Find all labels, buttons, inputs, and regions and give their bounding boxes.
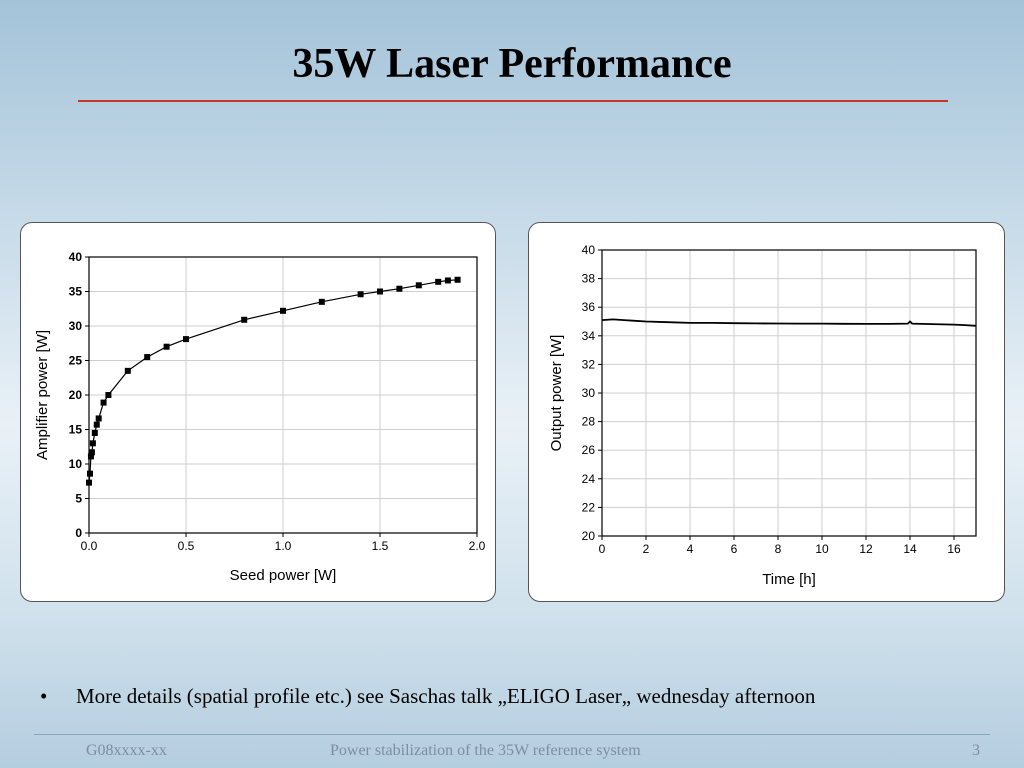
chart1-y-tick-label: 36	[582, 300, 596, 314]
footer-presentation-title: Power stabilization of the 35W reference…	[330, 742, 641, 759]
chart1-y-tick-label: 30	[582, 386, 596, 400]
chart1-x-axis-label: Time [h]	[762, 571, 816, 588]
chart0-series-line	[88, 279, 458, 483]
chart0-data-point	[93, 421, 100, 428]
footer-document-id: G08xxxx-xx	[86, 742, 167, 759]
chart0-data-point	[318, 298, 325, 305]
slide-number: 3	[972, 742, 980, 759]
slide-title: 35W Laser Performance	[292, 41, 732, 87]
chart0-data-point	[183, 336, 189, 343]
chart0-x-tick-label: 0.0	[81, 539, 98, 553]
bullet-dot-icon: •	[40, 684, 48, 708]
chart0-y-tick-label: 30	[69, 319, 83, 333]
title-underline	[78, 100, 948, 102]
output-power-chart: 0 2 4 6 8 10 12 14 162022242628303234363840Time …	[548, 243, 977, 588]
bullet-text: More details (spatial profile etc.) see …	[76, 684, 816, 708]
chart1-y-tick-label: 22	[582, 500, 596, 514]
chart1-x-tick-label: 16	[947, 542, 961, 556]
chart0-data-point	[88, 449, 95, 456]
chart1-x-tick-label: 6	[731, 542, 738, 556]
chart0-x-tick-label: 1.5	[372, 539, 389, 553]
chart0-data-point	[89, 440, 96, 447]
chart0-y-tick-label: 25	[69, 354, 83, 368]
chart1-y-tick-label: 28	[582, 415, 596, 429]
chart1-x-tick-label: 12	[859, 542, 873, 556]
chart1-x-tick-label: 10	[815, 542, 829, 556]
chart0-data-point	[396, 285, 403, 292]
chart1-y-axis-label: Output power [W]	[548, 335, 565, 452]
chart0-y-tick-label: 15	[69, 423, 83, 437]
chart1-y-tick-label: 26	[582, 443, 596, 457]
chart1-x-tick-label: 8	[775, 542, 782, 556]
chart0-data-point	[87, 453, 94, 460]
chart1-y-tick-label: 24	[582, 472, 596, 486]
chart1-x-tick-label: 14	[903, 542, 917, 556]
chart0-y-tick-label: 35	[69, 285, 83, 299]
chart0-data-point	[86, 479, 92, 486]
chart0-x-axis-label: Seed power [W]	[230, 567, 337, 584]
chart1-x-tick-label: 2	[643, 542, 650, 556]
bullet-item: • More details (spatial profile etc.) see…	[40, 684, 815, 709]
chart0-y-tick-label: 5	[75, 492, 82, 506]
chart0-data-point	[95, 415, 102, 422]
chart0-data-point	[377, 288, 383, 295]
chart0-x-tick-label: 0.5	[178, 539, 195, 553]
chart0-data-point	[280, 307, 286, 314]
chart0-data-point	[105, 392, 112, 398]
chart0-y-tick-label: 0	[75, 526, 82, 540]
chart0-y-axis-label: Amplifier power [W]	[34, 330, 51, 460]
chart0-x-tick-label: 2.0	[469, 539, 486, 553]
chart0-data-point	[241, 316, 248, 323]
chart0-data-point	[163, 343, 170, 350]
chart0-data-point	[91, 429, 98, 436]
chart0-y-tick-label: 40	[69, 250, 83, 264]
output-power-chart-panel: 0 2 4 6 8 10 12 14 16 20 22 24 26 28 30 32 34 36 38 40 Time …	[528, 222, 1005, 602]
chart1-y-tick-label: 38	[582, 272, 596, 286]
chart1-series-line	[601, 318, 977, 327]
chart0-data-point	[444, 277, 451, 284]
chart0-x-tick-label: 1.0	[275, 539, 292, 553]
chart0-data-point	[357, 291, 364, 298]
chart1-y-tick-label: 34	[582, 329, 596, 343]
chart0-data-point	[124, 367, 131, 374]
chart0-data-point	[100, 399, 107, 406]
amplifier-power-chart: 0.0 0.5 1.0 1.5 2.0 0 5 10 15 20 25 30 35 40 Seed powe…	[34, 250, 486, 584]
chart1-y-tick-label: 40	[582, 243, 596, 257]
footer-divider	[34, 734, 990, 735]
chart0-data-point	[86, 470, 93, 477]
chart1-x-tick-label: 0	[599, 542, 606, 556]
chart1-x-tick-label: 4	[687, 542, 694, 556]
chart0-data-point	[415, 282, 422, 289]
amplifier-chart-panel: 0.0 0.5 1.0 1.5 2.0 0 5 10 15 20 25 30 35 40 Seed powe…	[20, 222, 496, 602]
chart1-y-tick-label: 20	[582, 529, 596, 543]
chart0-y-tick-label: 20	[69, 388, 83, 402]
chart0-y-tick-label: 10	[69, 457, 83, 471]
chart0-data-point	[454, 276, 461, 283]
chart0-data-point	[435, 278, 442, 285]
chart1-y-tick-label: 32	[582, 357, 596, 371]
chart0-data-point	[144, 354, 151, 361]
